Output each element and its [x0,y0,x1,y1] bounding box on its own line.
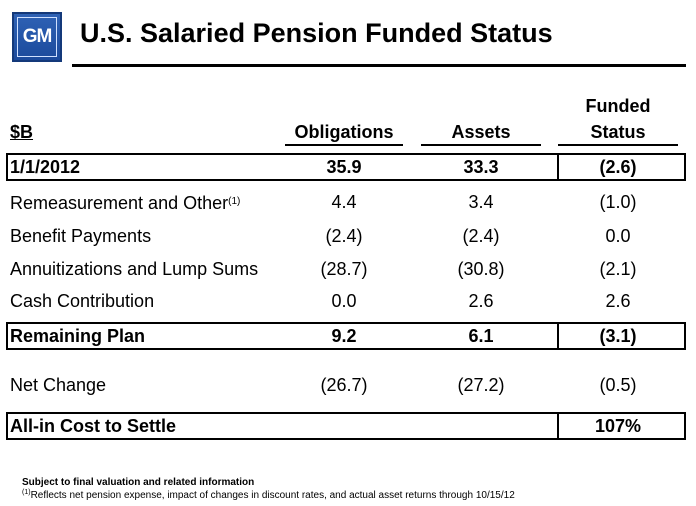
column-header-funded-line1: Funded [585,96,651,116]
table-row-boxed [6,153,686,181]
page-title: U.S. Salaried Pension Funded Status [80,18,553,48]
header-underline-funded [558,144,678,146]
row-label: Cash Contribution [10,291,155,311]
row-obligations: 4.4 [331,192,357,212]
row-obligations: (28.7) [320,259,368,279]
header-underline-obligations [285,144,403,146]
gm-logo-text: GM [17,17,57,57]
row-assets: 6.1 [468,326,494,346]
row-assets: 2.6 [468,291,494,311]
footnote-subject-to: Subject to final valuation and related i… [22,477,255,488]
row-assets: 3.4 [468,192,494,212]
row-obligations: (2.4) [325,226,363,246]
row-funded: (3.1) [599,326,637,346]
row-label: All-in Cost to Settle [10,416,176,436]
row-funded: 2.6 [605,291,631,311]
footnote-marker: (1) [22,489,31,496]
box-divider [557,153,559,181]
row-obligations: (26.7) [320,375,368,395]
row-obligations: 9.2 [331,326,357,346]
row-label-text: Remeasurement and Other [10,193,229,213]
box-divider [557,322,559,350]
row-label: Benefit Payments [10,226,152,246]
row-label: Net Change [10,375,107,395]
column-header-funded-line2: Status [590,122,646,142]
row-assets: 33.3 [463,157,499,177]
column-header-unit: $B [10,122,34,142]
row-funded: (2.1) [599,259,637,279]
table-row-boxed [6,412,686,440]
gm-logo: GM [12,12,62,62]
row-assets: (2.4) [462,226,500,246]
row-label: 1/1/2012 [10,157,81,177]
table-row-boxed [6,322,686,350]
column-header-obligations: Obligations [294,122,394,142]
row-obligations: 35.9 [326,157,362,177]
row-funded: (0.5) [599,375,637,395]
row-funded: 0.0 [605,226,631,246]
header-underline-assets [421,144,541,146]
row-obligations: 0.0 [331,291,357,311]
row-label: Remeasurement and Other(1) [10,192,240,214]
title-divider [72,64,686,67]
box-divider [557,412,559,440]
footnote-marker: (1) [228,196,241,207]
row-label: Annuitizations and Lump Sums [10,259,259,279]
row-assets: (27.2) [457,375,505,395]
footnote-1-text: Reflects net pension expense, impact of … [30,490,515,501]
row-assets: (30.8) [457,259,505,279]
row-funded: 107% [594,416,642,436]
footnote-1: (1)Reflects net pension expense, impact … [22,489,515,501]
row-funded: (2.6) [599,157,637,177]
row-funded: (1.0) [599,192,637,212]
row-label: Remaining Plan [10,326,146,346]
column-header-assets: Assets [451,122,511,142]
